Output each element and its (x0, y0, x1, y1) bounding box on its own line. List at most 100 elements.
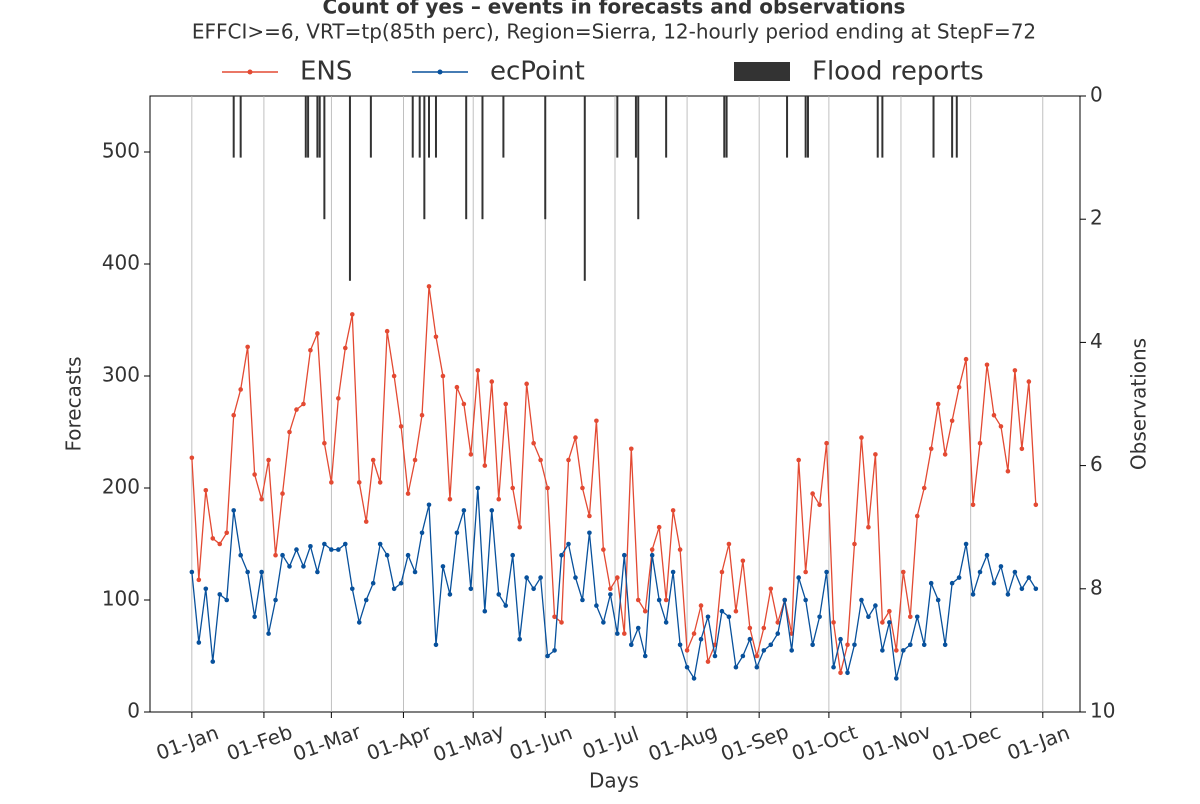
flood-bar (411, 96, 414, 158)
point (398, 424, 404, 429)
y2-tick-label: 10 (1090, 699, 1115, 723)
flood-bar (932, 96, 935, 158)
point (963, 356, 969, 362)
x-axis-label: Days (589, 769, 639, 793)
point (935, 597, 941, 603)
point (545, 653, 550, 659)
point (315, 569, 320, 575)
point (482, 463, 488, 468)
legend-label: ENS (300, 57, 352, 87)
point (531, 586, 536, 592)
point (405, 491, 411, 496)
point (761, 625, 767, 631)
point (433, 642, 439, 648)
point (224, 597, 230, 603)
point (747, 625, 753, 631)
point (580, 597, 585, 603)
point (426, 284, 432, 289)
point (622, 552, 627, 558)
flood-bar (786, 96, 789, 158)
point (217, 592, 223, 597)
point (1026, 379, 1032, 384)
flood-bar (804, 96, 807, 158)
y-axis-label: Forecasts (62, 356, 86, 451)
point (880, 620, 885, 625)
x-tick-label: 01-Oct (788, 720, 860, 766)
point (726, 541, 732, 547)
point (782, 597, 788, 603)
flood-bar (304, 96, 307, 158)
point (935, 401, 941, 407)
point (301, 401, 306, 407)
y2-tick-label: 2 (1090, 206, 1103, 230)
point (991, 412, 997, 418)
x-tick-label: 01-Apr (363, 720, 435, 766)
point (852, 541, 857, 547)
point (308, 347, 313, 353)
point (921, 642, 927, 648)
flood-bar (348, 96, 351, 281)
point (343, 345, 348, 351)
point (447, 592, 453, 597)
point (245, 344, 250, 350)
point (705, 659, 711, 664)
point (1012, 368, 1018, 373)
point (901, 648, 906, 653)
point (642, 608, 648, 614)
point (315, 331, 320, 336)
point (726, 614, 732, 620)
point (336, 396, 341, 401)
point (831, 620, 836, 625)
point (594, 603, 599, 608)
series-line (191, 286, 1037, 673)
point (405, 552, 411, 558)
point (810, 642, 815, 648)
x-tick-label: 01-Feb (223, 720, 295, 766)
flood-bar (434, 96, 437, 158)
flood-bar (428, 96, 430, 158)
point (719, 608, 725, 614)
x-tick-label: 01-Mar (290, 719, 365, 766)
point (1005, 592, 1011, 597)
x-tick-label: 01-Jan (1004, 720, 1073, 765)
point (461, 508, 467, 513)
point (287, 564, 292, 569)
point (440, 564, 446, 569)
flood-bar (481, 96, 484, 220)
point (336, 547, 341, 552)
point (447, 496, 453, 502)
point (970, 502, 976, 508)
point (433, 334, 439, 340)
point (573, 435, 578, 440)
point (475, 368, 481, 373)
point (370, 580, 376, 586)
point (628, 446, 634, 452)
flood-bar (876, 96, 879, 158)
point (259, 569, 264, 575)
point (622, 631, 627, 636)
flood-bar (369, 96, 372, 158)
point (747, 636, 753, 642)
point (224, 530, 230, 536)
point (601, 547, 606, 552)
point (524, 381, 529, 387)
legend-swatch (734, 62, 790, 81)
point (873, 452, 878, 457)
point (768, 586, 774, 592)
point (775, 631, 781, 636)
point (956, 384, 962, 390)
flood-bar (423, 96, 426, 220)
point (656, 597, 662, 603)
flood-bar (955, 96, 958, 158)
point (454, 384, 460, 390)
flood-bar (725, 96, 728, 158)
point (426, 502, 432, 508)
point (475, 485, 481, 491)
point (887, 608, 892, 614)
point (517, 524, 522, 530)
point (740, 653, 746, 659)
point (845, 642, 850, 648)
point (866, 614, 871, 620)
point (705, 614, 711, 620)
